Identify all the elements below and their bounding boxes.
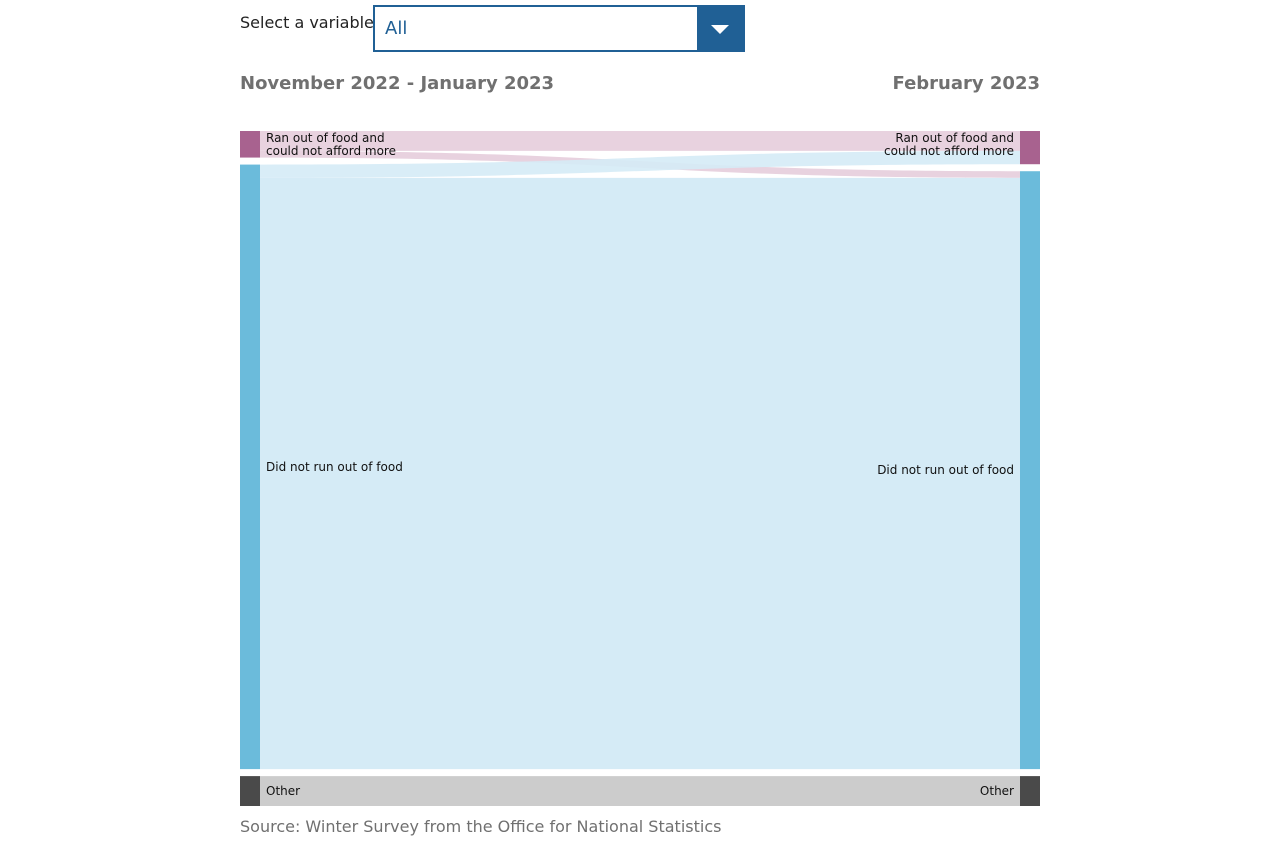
sankey-node-l-ran[interactable]	[240, 131, 260, 158]
sankey-node-r-other[interactable]	[1020, 776, 1040, 806]
source-note: Source: Winter Survey from the Office fo…	[240, 817, 722, 836]
period-left-heading: November 2022 - January 2023	[240, 73, 555, 94]
sankey-link-ran-to-ran	[260, 131, 1020, 151]
sankey-label-r-ran-line-1: Ran out of food and	[895, 131, 1014, 145]
variable-select[interactable]: All	[373, 5, 745, 52]
sankey-link-did-to-ran	[260, 150, 1020, 178]
dropdown-button[interactable]	[697, 7, 743, 50]
sankey-node-l-other[interactable]	[240, 776, 260, 806]
sankey-label-r-did-line-1: Did not run out of food	[877, 463, 1014, 477]
variable-select-value: All	[385, 18, 408, 39]
variable-selector-row: Select a variable: All	[240, 5, 1040, 52]
sankey-label-r-ran-line-2: could not afford more	[884, 144, 1014, 158]
sankey-label-r-other-line-1: Other	[980, 784, 1014, 798]
chart-container: Select a variable: All November 2022 - J…	[240, 0, 1040, 853]
sankey-label-l-ran-line-1: Ran out of food and	[266, 131, 385, 145]
sankey-node-r-ran[interactable]	[1020, 131, 1040, 165]
sankey-node-r-did[interactable]	[1020, 171, 1040, 770]
sankey-label-l-other-line-1: Other	[266, 784, 300, 798]
period-right-heading: February 2023	[892, 73, 1040, 94]
sankey-link-did-to-did	[260, 177, 1020, 770]
sankey-label-l-ran-line-2: could not afford more	[266, 144, 396, 158]
sankey-label-l-did-line-1: Did not run out of food	[266, 460, 403, 474]
variable-selector-label: Select a variable:	[240, 13, 380, 32]
sankey-link-other-to-other	[260, 776, 1020, 806]
chevron-down-icon	[711, 25, 729, 34]
sankey-node-l-did[interactable]	[240, 164, 260, 770]
